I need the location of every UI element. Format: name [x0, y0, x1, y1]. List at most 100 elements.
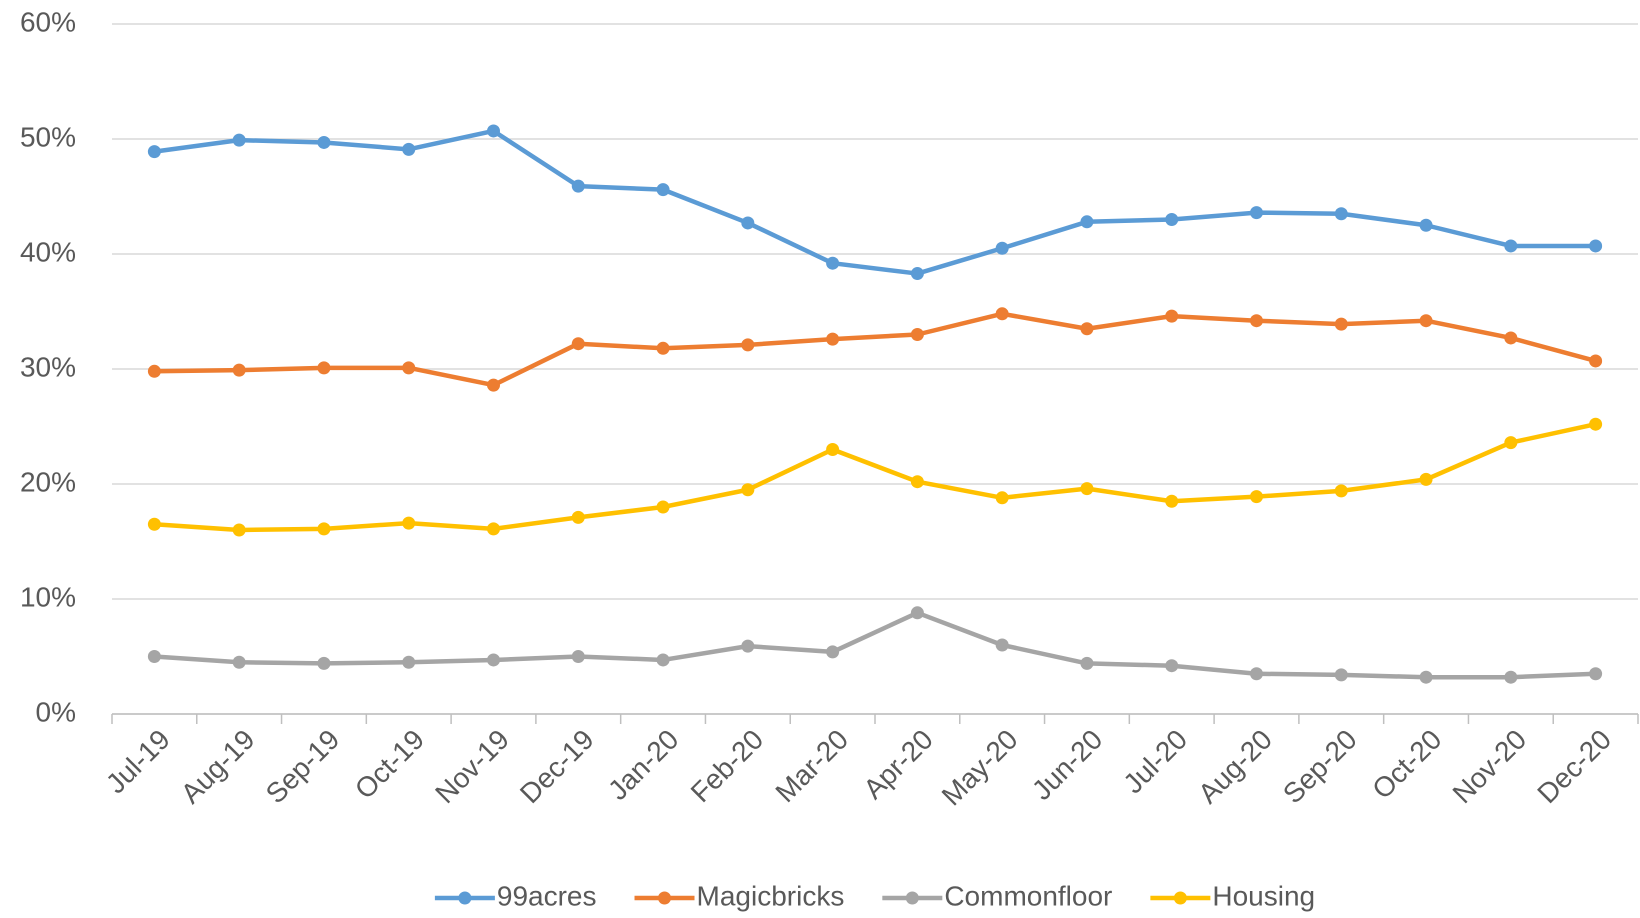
- data-point: [317, 361, 331, 375]
- data-point: [571, 179, 585, 193]
- y-tick-label: 60%: [20, 6, 76, 37]
- x-tick-label: Sep-20: [1277, 724, 1363, 810]
- x-tick-label: Feb-20: [685, 724, 770, 809]
- data-point: [317, 522, 331, 536]
- x-tick-label: Jul-19: [100, 724, 176, 800]
- data-point: [1080, 322, 1094, 336]
- data-point: [1080, 482, 1094, 496]
- data-point: [147, 145, 161, 159]
- x-tick-label: May-20: [936, 724, 1024, 812]
- data-point: [741, 639, 755, 653]
- data-point: [147, 650, 161, 663]
- data-point: [656, 653, 670, 667]
- x-tick-label: Jun-20: [1026, 724, 1108, 806]
- data-point: [487, 378, 500, 392]
- x-tick-label: Sep-19: [260, 724, 346, 810]
- data-point: [910, 475, 924, 489]
- data-point: [1250, 206, 1263, 220]
- data-point: [1589, 667, 1603, 681]
- data-point: [571, 337, 585, 351]
- y-tick-label: 10%: [20, 581, 76, 612]
- data-point: [1589, 417, 1603, 431]
- data-point: [487, 124, 500, 138]
- x-tick-label: Dec-19: [514, 724, 600, 810]
- data-point: [1165, 494, 1179, 508]
- data-point: [741, 216, 755, 230]
- data-point: [1334, 668, 1348, 682]
- legend-label: Commonfloor: [944, 880, 1112, 911]
- legend-marker: [1173, 891, 1187, 905]
- data-point: [1504, 239, 1518, 253]
- legend: 99acres Magicbricks Commonfloor Housing: [434, 880, 1315, 911]
- x-tick-label: Dec-20: [1531, 724, 1617, 810]
- series-line: [154, 128, 1596, 276]
- data-point: [571, 510, 585, 524]
- data-point: [1419, 472, 1433, 486]
- legend-label: 99acres: [497, 880, 597, 911]
- data-point: [147, 517, 161, 531]
- data-point: [1504, 436, 1518, 450]
- legend-label: Magicbricks: [697, 880, 845, 911]
- x-tick-label: Oct-19: [349, 724, 430, 805]
- x-tick-label: Nov-19: [429, 724, 515, 810]
- x-tick-label: Jul-20: [1117, 724, 1193, 800]
- x-tick-label: Aug-20: [1192, 724, 1278, 810]
- series-line: [154, 610, 1596, 680]
- data-point: [1250, 490, 1263, 504]
- data-point: [995, 638, 1009, 652]
- data-point: [910, 267, 924, 281]
- legend-marker: [905, 891, 919, 905]
- y-tick-label: 0%: [36, 696, 76, 727]
- data-point: [656, 500, 670, 514]
- data-point: [402, 655, 416, 669]
- data-point: [1334, 484, 1348, 498]
- data-point: [995, 307, 1009, 321]
- legend-marker: [458, 891, 472, 905]
- data-point: [910, 328, 924, 341]
- data-point: [232, 655, 246, 669]
- data-point: [910, 606, 924, 620]
- data-point: [826, 256, 840, 270]
- data-point: [995, 241, 1009, 255]
- y-tick-label: 30%: [20, 351, 76, 382]
- data-point: [1250, 314, 1263, 328]
- data-point: [571, 650, 585, 663]
- data-point: [1250, 667, 1263, 681]
- data-point: [487, 522, 500, 536]
- data-point: [402, 142, 416, 156]
- data-point: [1334, 207, 1348, 221]
- data-point: [232, 363, 246, 377]
- data-point: [1080, 656, 1094, 670]
- x-tick-label: Mar-20: [769, 724, 854, 809]
- y-tick-label: 20%: [20, 466, 76, 497]
- x-tick-label: Oct-20: [1366, 724, 1447, 805]
- data-point: [1504, 331, 1518, 345]
- x-tick-label: Nov-20: [1447, 724, 1533, 810]
- data-point: [1589, 354, 1603, 368]
- data-point: [1419, 670, 1433, 684]
- data-point: [1589, 239, 1603, 253]
- data-point: [402, 361, 416, 375]
- data-point: [826, 443, 840, 456]
- data-point: [1165, 659, 1179, 673]
- data-point: [402, 516, 416, 530]
- series-line: [154, 311, 1597, 388]
- legend-label: Housing: [1212, 880, 1315, 911]
- data-point: [656, 183, 670, 197]
- data-point: [1165, 213, 1179, 226]
- data-point: [317, 135, 331, 149]
- data-point: [232, 523, 246, 537]
- data-point: [1419, 314, 1433, 328]
- series-line: [154, 422, 1597, 533]
- y-tick-label: 50%: [20, 121, 76, 152]
- data-point: [487, 653, 500, 667]
- data-point: [656, 341, 670, 355]
- data-point: [1165, 309, 1179, 323]
- data-point: [1334, 317, 1348, 331]
- data-point: [995, 491, 1009, 505]
- data-point: [741, 338, 755, 352]
- x-tick-label: Jan-20: [602, 724, 684, 806]
- x-tick-label: Aug-19: [175, 724, 261, 810]
- data-point: [1419, 218, 1433, 232]
- legend-marker: [658, 891, 672, 905]
